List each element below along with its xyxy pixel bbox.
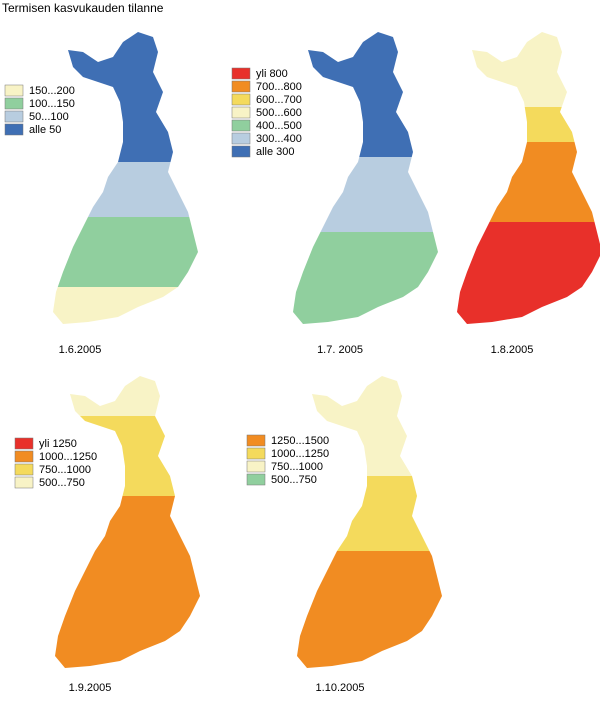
region [53,162,198,217]
legend-label: yli 1250 [39,438,77,450]
legend-label: 300...400 [256,133,302,145]
legend-label: 600...700 [256,94,302,106]
map-date: 1.9.2005 [69,682,112,694]
legend-swatch [14,437,34,450]
map-date: 1.10.2005 [316,682,365,694]
map-regions [53,32,198,324]
legend-swatch [231,132,251,145]
legend-swatch [246,460,266,473]
legend-label: 1250...1500 [271,435,329,447]
map-date: 1.6.2005 [59,344,102,356]
legend-label: 750...1000 [39,464,91,476]
legend-label: 100...150 [29,98,75,110]
legend-swatch [14,463,34,476]
legend-swatch [246,434,266,447]
legend-label: 150...200 [29,85,75,97]
region [297,476,442,551]
legend-label: 1000...1250 [39,451,97,463]
legend-label: alle 300 [256,146,295,158]
map [293,32,438,324]
legend-label: alle 50 [29,124,61,136]
map [457,32,600,324]
legend-label: 500...750 [39,477,85,489]
legend-swatch [4,123,24,136]
map [55,376,200,668]
map-regions [55,376,200,668]
legend-swatch [231,145,251,158]
legend-label: 750...1000 [271,461,323,473]
region [293,157,438,232]
region [55,376,200,416]
legend-swatch [4,97,24,110]
region [457,107,600,142]
legend-swatch [231,93,251,106]
region [457,142,600,222]
legend: 1250...15001000...1250750...1000500...75… [246,434,329,486]
map-date: 1.8.2005 [491,344,534,356]
region [53,287,198,324]
legend-label: 1000...1250 [271,448,329,460]
region [55,496,200,668]
region [457,222,600,324]
map [53,32,198,324]
legend-swatch [231,119,251,132]
map-regions [457,32,600,324]
legend-swatch [231,67,251,80]
map [297,376,442,668]
legend-label: 500...600 [256,107,302,119]
region [297,551,442,668]
map-regions [293,32,438,324]
legend-swatch [246,447,266,460]
legend-swatch [14,476,34,489]
region [457,32,600,107]
figure-title: Termisen kasvukauden tilanne [2,1,164,15]
legend-label: yli 800 [256,68,288,80]
legend-swatch [246,473,266,486]
map-regions [297,376,442,668]
legend-label: 400...500 [256,120,302,132]
legend-swatch [4,110,24,123]
region [53,217,198,287]
legend: yli 800700...800600...700500...600400...… [231,67,302,158]
legend-swatch [231,106,251,119]
legend-swatch [4,84,24,97]
region [293,232,438,324]
legend-swatch [14,450,34,463]
map-date: 1.7. 2005 [317,344,363,356]
legend-label: 50...100 [29,111,69,123]
legend-swatch [231,80,251,93]
legend-label: 700...800 [256,81,302,93]
legend-label: 500...750 [271,474,317,486]
